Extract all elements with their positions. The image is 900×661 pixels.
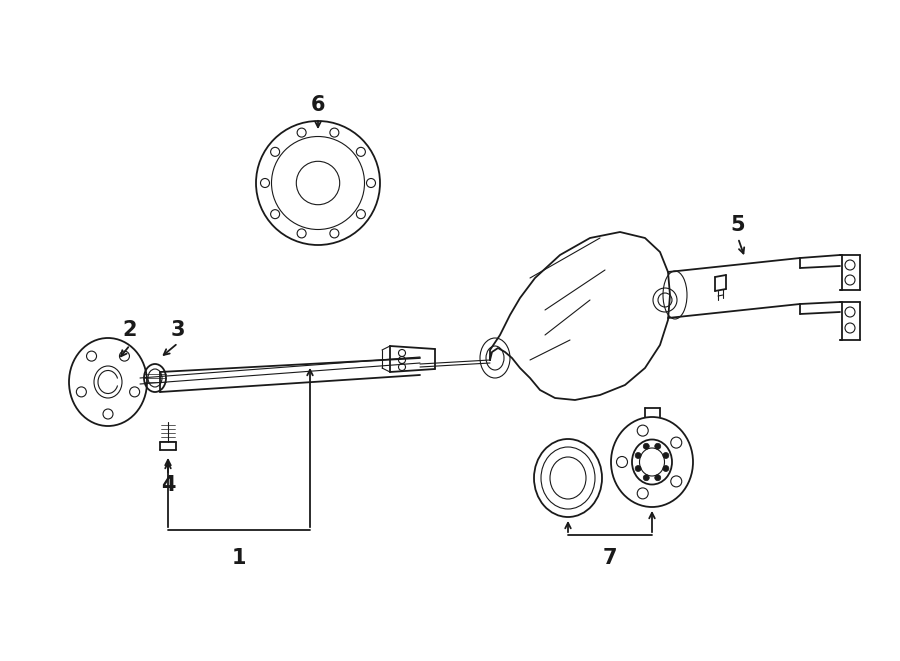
- Circle shape: [654, 475, 661, 481]
- Circle shape: [654, 444, 661, 449]
- Text: 2: 2: [122, 320, 137, 340]
- Circle shape: [663, 465, 669, 471]
- Text: 3: 3: [171, 320, 185, 340]
- Text: 1: 1: [232, 548, 247, 568]
- Text: 6: 6: [310, 95, 325, 115]
- Circle shape: [644, 444, 649, 449]
- Text: 7: 7: [603, 548, 617, 568]
- Text: 5: 5: [731, 215, 745, 235]
- Circle shape: [644, 475, 649, 481]
- Circle shape: [635, 465, 641, 471]
- Circle shape: [663, 453, 669, 459]
- Text: 4: 4: [161, 475, 176, 495]
- Circle shape: [635, 453, 641, 459]
